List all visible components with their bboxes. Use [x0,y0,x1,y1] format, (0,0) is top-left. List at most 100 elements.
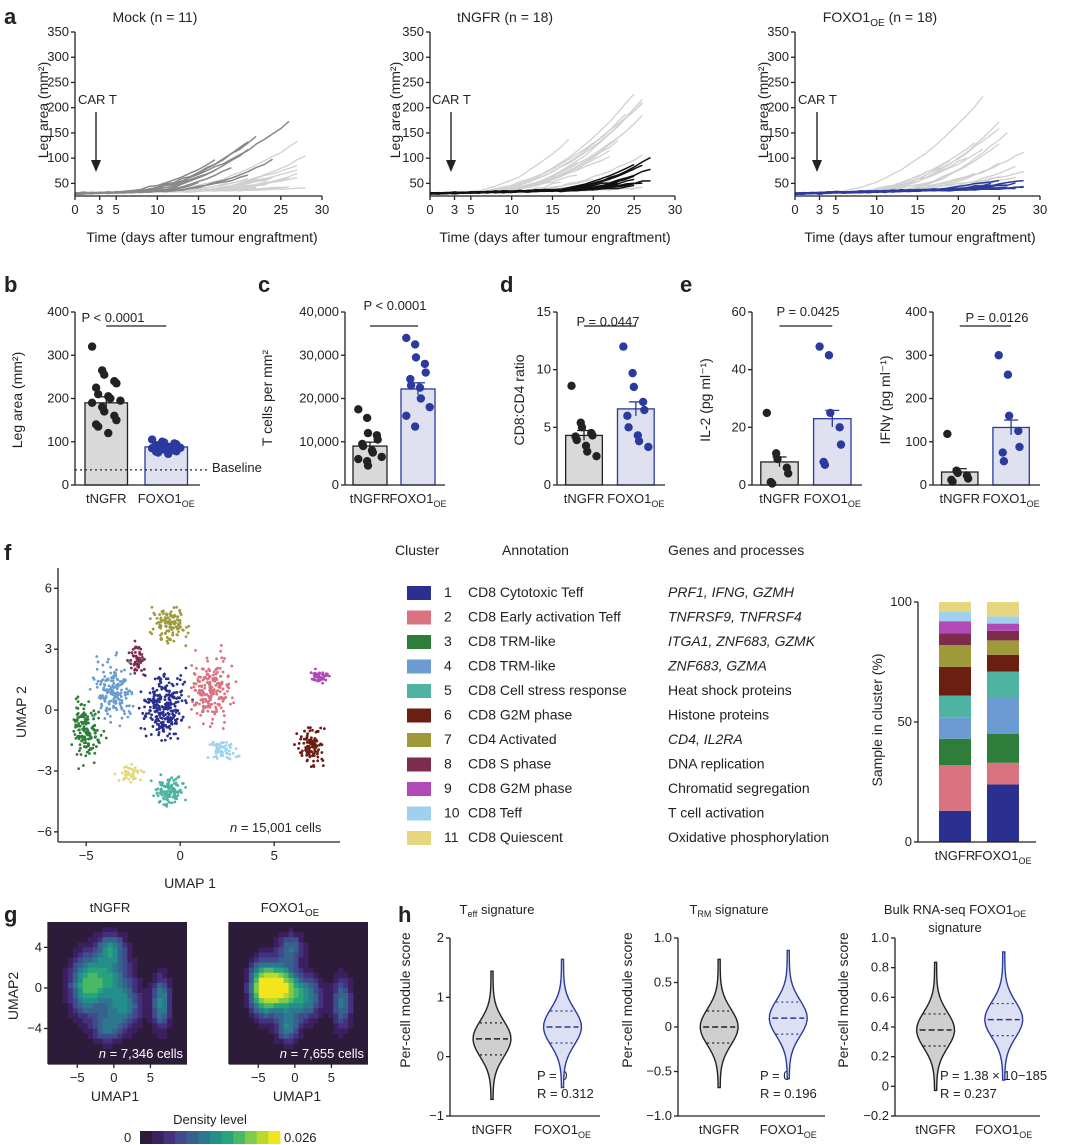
heatmap-cell [102,952,108,958]
table-header-cluster: Cluster [395,542,440,558]
cluster-number: 2 [444,609,452,625]
heatmap-cell [82,1018,89,1024]
umap-point [169,638,172,642]
data-point [953,468,962,478]
heatmap-cell [273,962,280,969]
umap-point [172,709,176,713]
x-tick-label: 3 [451,202,458,217]
umap-point [218,684,222,688]
umap-point [170,801,174,805]
y-tick-label: 150 [402,125,424,140]
heatmap-cell [348,1018,354,1024]
data-point [1015,442,1024,452]
highlight-lines [794,179,1024,196]
umap-point [160,739,164,742]
chart-h-trm: TRM signature Per-cell module score P = … [619,902,825,1140]
p-value: P = 0.0425 [776,304,839,319]
umap-point [172,606,176,609]
umap-point [77,722,81,725]
umap-point [72,729,76,733]
x-tick-label: 5 [467,202,474,217]
umap-point [189,686,193,690]
cluster-swatch [407,733,431,747]
heatmap-cell [313,1008,319,1014]
heatmap-cell [298,937,304,943]
title-n: (n = 18) [885,9,938,25]
umap-point [133,639,137,643]
umap-point [155,700,159,704]
heatmap-cell [258,993,265,999]
x-tick-label: FOXO1OE [983,491,1040,509]
umap-point [114,668,118,672]
y-tick-label: 100 [402,150,424,165]
x-tick-subscript: OE [1019,1130,1032,1140]
heatmap-cell [117,927,123,933]
heatmap-cell [82,982,89,989]
heatmap-cell [62,1003,69,1009]
umap-point [169,709,173,713]
data-point [619,342,628,351]
heatmap-cell [343,967,349,974]
y-tick-label: 0 [544,477,551,492]
x-axis-label: UMAP 1 [164,875,216,891]
heatmap-cell [298,1003,304,1009]
heatmap-cell [328,1013,334,1019]
umap-point [115,651,119,655]
umap-point [120,688,123,692]
data-point [362,413,372,423]
heatmap-cell [172,1003,178,1009]
x-tick-label: 5 [832,202,839,217]
heatmap-cell [273,1018,280,1024]
umap-point [77,749,81,753]
data-point [406,381,416,390]
heatmap-cell [263,1003,270,1009]
heatmap-cell [102,1023,108,1029]
x-tick-label: 0 [110,1070,117,1085]
heatmap-cell [303,937,309,943]
umap-point [167,780,171,784]
umap-point [114,653,118,657]
heatmap-cell [313,972,319,979]
heatmap-cell [82,998,89,1004]
heatmap-cell [298,1023,304,1029]
heatmap-cell [67,957,74,963]
umap-point [118,680,122,683]
heatmap-cell [112,952,118,958]
umap-point [165,804,169,808]
heatmap-cell [112,927,118,933]
umap-point [152,694,156,698]
heatmap-cell [278,957,285,963]
umap-point [159,620,163,624]
umap-point [322,677,325,681]
stack-segment [987,784,1019,842]
heatmap-cell [117,957,123,963]
data-point [820,460,830,470]
heatmap-cell [273,982,280,989]
umap-point [213,678,217,682]
umap-point [173,796,177,800]
umap-point [103,683,107,687]
heatmap-cell [122,1023,128,1029]
heatmap-cell [333,993,339,999]
umap-point [169,736,173,740]
umap-point [78,731,82,735]
heatmap-cell [323,1008,329,1014]
umap-point [144,699,147,703]
umap-point [135,657,139,661]
heatmap-cell [157,972,163,979]
umap-point [92,743,95,747]
umap-point [73,718,77,722]
heatmap-cell [67,1013,74,1019]
data-point [93,389,103,399]
chart-h-bulk: Bulk RNA-seq FOXO1OE signature Per-cell … [835,902,1047,1140]
heatmap-cell [243,967,250,974]
umap-point [158,791,162,795]
heatmap-cell [107,972,113,979]
heatmap-cell [288,972,294,979]
heatmap-cell [112,1023,118,1029]
umap-point [84,713,88,717]
heatmap-cell [248,998,255,1004]
heatmap-cell [288,1023,294,1029]
umap-point [113,699,117,703]
umap-point [171,795,175,799]
